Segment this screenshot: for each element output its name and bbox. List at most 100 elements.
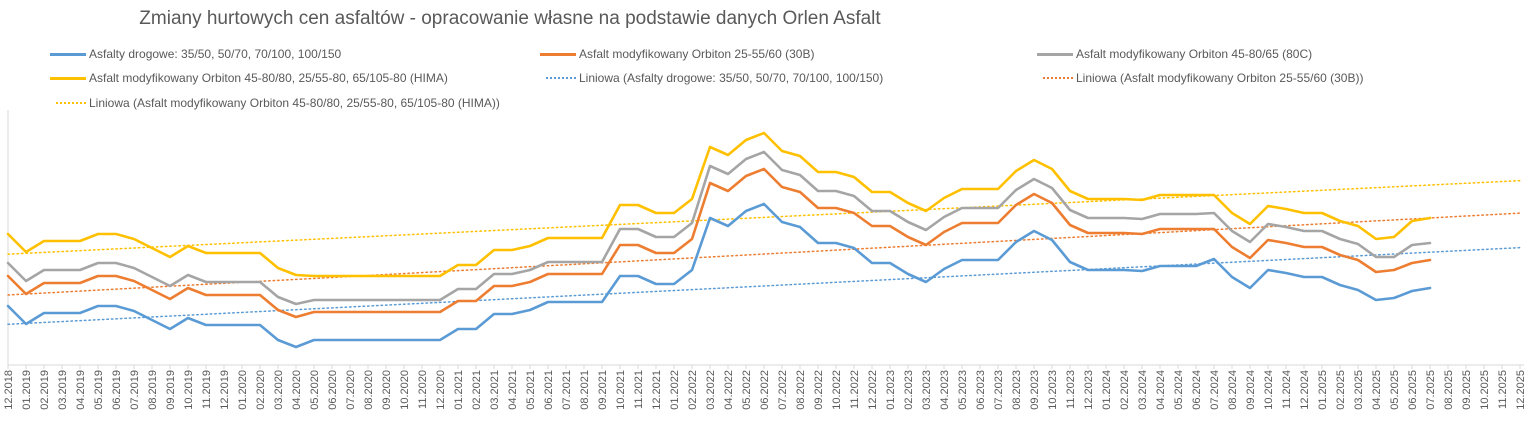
x-tick-label: 11.2019 — [201, 370, 213, 409]
x-tick-label: 08.2019 — [147, 370, 159, 410]
x-tick-label: 03.2019 — [57, 370, 69, 410]
legend-label: Liniowa (Asfalty drogowe: 35/50, 50/70, … — [579, 71, 884, 85]
x-tick-label: 02.2023 — [903, 370, 915, 410]
x-tick-label: 06.2019 — [111, 370, 123, 410]
x-tick-label: 05.2023 — [957, 370, 969, 410]
x-tick-label: 01.2025 — [1317, 370, 1329, 410]
legend-swatch — [50, 76, 86, 80]
x-tick-label: 10.2021 — [615, 370, 627, 410]
legend-swatch — [546, 77, 576, 79]
series-line-0 — [6, 202, 1432, 349]
x-tick-label: 09.2025 — [1461, 370, 1473, 410]
x-tick-label: 11.2021 — [633, 370, 645, 409]
x-tick-label: 08.2024 — [1227, 370, 1239, 410]
x-tick-label: 09.2024 — [1245, 370, 1257, 410]
x-tick-label: 07.2023 — [993, 370, 1005, 410]
x-tick-label: 03.2024 — [1137, 370, 1149, 410]
x-tick-label: 02.2020 — [255, 370, 267, 410]
x-tick-label: 10.2019 — [183, 370, 195, 410]
x-tick-label: 02.2025 — [1335, 370, 1347, 410]
legend-label: Asfalt modyfikowany Orbiton 45-80/65 (80… — [1076, 47, 1313, 61]
x-tick-label: 06.2020 — [327, 370, 339, 410]
legend-item-30b: Asfalt modyfikowany Orbiton 25-55/60 (30… — [540, 47, 814, 61]
legend-item-trend-30b: Liniowa (Asfalt modyfikowany Orbiton 25-… — [1037, 71, 1363, 85]
chart-title: Zmiany hurtowych cen asfaltów - opracowa… — [139, 8, 881, 29]
legend-label: Asfalt modyfikowany Orbiton 25-55/60 (30… — [579, 47, 815, 61]
x-tick-label: 04.2022 — [723, 370, 735, 410]
legend-label: Asfalt modyfikowany Orbiton 45-80/80, 25… — [89, 71, 448, 85]
x-tick-label: 09.2023 — [1029, 370, 1041, 410]
x-tick-label: 12.2019 — [219, 370, 231, 410]
x-tick-label: 07.2021 — [561, 370, 573, 410]
legend-swatch — [1043, 77, 1073, 79]
x-tick-label: 04.2021 — [507, 370, 519, 410]
x-tick-label: 05.2019 — [93, 370, 105, 410]
x-tick-label: 08.2020 — [363, 370, 375, 410]
legend-swatch — [50, 52, 86, 56]
trendline — [7, 179, 1521, 255]
legend-item-trend-drogowe: Liniowa (Asfalty drogowe: 35/50, 50/70, … — [540, 71, 883, 85]
x-tick-label: 07.2025 — [1425, 370, 1437, 410]
x-tick-label: 02.2024 — [1119, 370, 1131, 410]
x-tick-label: 07.2024 — [1209, 370, 1221, 410]
x-tick-label: 12.2020 — [435, 370, 447, 410]
x-tick-label: 06.2024 — [1191, 370, 1203, 410]
x-tick-label: 12.2024 — [1299, 370, 1311, 410]
legend-swatch — [56, 102, 86, 104]
x-tick-label: 02.2019 — [39, 370, 51, 410]
x-tick-label: 01.2024 — [1101, 370, 1113, 410]
x-tick-label: 04.2020 — [291, 370, 303, 410]
x-tick-label: 08.2021 — [579, 370, 591, 410]
x-tick-label: 11.2020 — [417, 370, 429, 409]
x-tick-label: 11.2025 — [1497, 370, 1509, 409]
x-tick-label: 07.2022 — [777, 370, 789, 410]
x-tick-label: 05.2020 — [309, 370, 321, 410]
legend-label: Liniowa (Asfalt modyfikowany Orbiton 25-… — [1076, 71, 1364, 85]
series-line-1 — [6, 167, 1432, 319]
x-tick-label: 02.2021 — [471, 370, 483, 410]
x-tick-label: 11.2023 — [1065, 370, 1077, 409]
x-tick-label: 12.2021 — [651, 370, 663, 410]
x-tick-label: 12.2023 — [1083, 370, 1095, 410]
x-tick-label: 05.2024 — [1173, 370, 1185, 410]
x-tick-label: 04.2025 — [1371, 370, 1383, 410]
x-tick-label: 03.2025 — [1353, 370, 1365, 410]
x-tick-label: 07.2020 — [345, 370, 357, 410]
x-tick-label: 05.2021 — [525, 370, 537, 410]
x-tick-label: 12.2022 — [867, 370, 879, 410]
x-tick-label: 03.2022 — [705, 370, 717, 410]
x-tick-label: 04.2023 — [939, 370, 951, 410]
legend-swatch — [1037, 52, 1073, 56]
x-tick-label: 03.2020 — [273, 370, 285, 410]
x-tick-label: 08.2022 — [795, 370, 807, 410]
x-tick-label: 03.2021 — [489, 370, 501, 410]
x-tick-label: 01.2022 — [669, 370, 681, 410]
x-tick-label: 03.2023 — [921, 370, 933, 410]
x-tick-label: 07.2019 — [129, 370, 141, 410]
x-tick-label: 06.2022 — [759, 370, 771, 410]
x-tick-label: 09.2021 — [597, 370, 609, 410]
x-tick-label: 09.2020 — [381, 370, 393, 410]
x-tick-label: 12.2025 — [1515, 370, 1527, 410]
trendline — [7, 246, 1521, 326]
x-tick-label: 06.2021 — [543, 370, 555, 410]
x-tick-label: 01.2021 — [453, 370, 465, 410]
series-line-3 — [6, 131, 1432, 278]
legend-label: Asfalty drogowe: 35/50, 50/70, 70/100, 1… — [89, 47, 342, 61]
x-tick-label: 01.2020 — [237, 370, 249, 410]
x-tick-label: 10.2020 — [399, 370, 411, 410]
x-tick-label: 11.2022 — [849, 370, 861, 409]
legend-label: Liniowa (Asfalt modyfikowany Orbiton 45-… — [89, 96, 500, 110]
x-tick-label: 01.2019 — [21, 370, 33, 410]
x-tick-label: 04.2019 — [75, 370, 87, 410]
x-tick-label: 08.2023 — [1011, 370, 1023, 410]
x-tick-label: 12.2018 — [3, 370, 15, 410]
series-line-2 — [6, 150, 1432, 306]
x-tick-label: 10.2023 — [1047, 370, 1059, 410]
legend-swatch — [540, 52, 576, 56]
x-tick-label: 10.2022 — [831, 370, 843, 410]
x-tick-label: 09.2022 — [813, 370, 825, 410]
x-tick-label: 05.2025 — [1389, 370, 1401, 410]
x-tick-label: 05.2022 — [741, 370, 753, 410]
